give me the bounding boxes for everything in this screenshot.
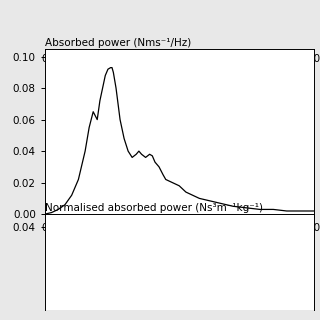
X-axis label: Frequency (Hz): Frequency (Hz) xyxy=(140,236,218,246)
X-axis label: Frequency (Hz): Frequency (Hz) xyxy=(140,65,218,75)
Text: Absorbed power (Nms⁻¹/Hz): Absorbed power (Nms⁻¹/Hz) xyxy=(45,38,191,48)
Text: Normalised absorbed power (Ns³m⁻¹kg⁻¹): Normalised absorbed power (Ns³m⁻¹kg⁻¹) xyxy=(45,204,263,213)
